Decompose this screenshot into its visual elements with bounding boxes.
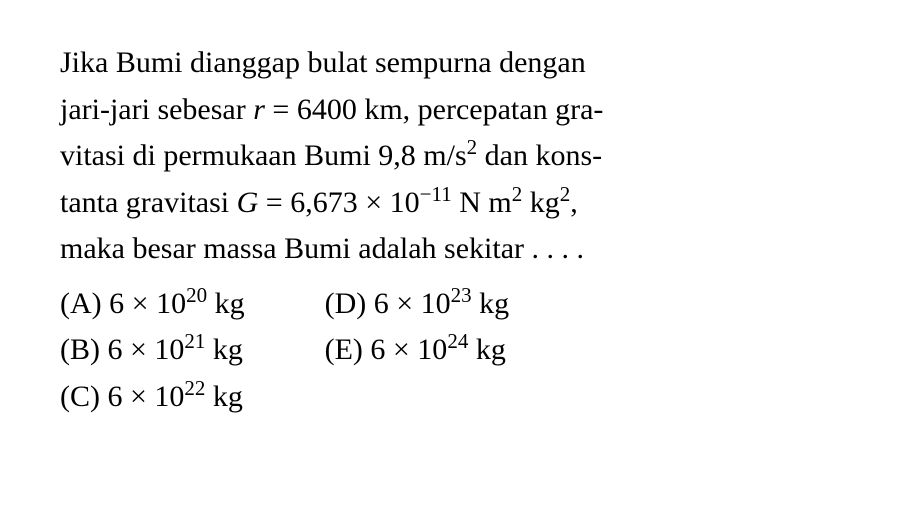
option-b: (B) 6 × 1021 kg	[60, 327, 245, 374]
text-line-3a: vitasi di permukaan Bumi 9,8 m/s	[60, 139, 467, 172]
exp-2a: 2	[467, 135, 478, 159]
option-a-unit: kg	[207, 287, 245, 320]
option-d-label: (D) 6 × 10	[325, 287, 451, 320]
option-c-exp: 22	[184, 376, 205, 400]
exp-2c: 2	[560, 182, 571, 206]
option-e-exp: 24	[447, 329, 468, 353]
question-text: Jika Bumi dianggap bulat sempurna dengan…	[60, 40, 855, 273]
text-line-4b: = 6,673 × 10	[258, 186, 419, 219]
option-e: (E) 6 × 1024 kg	[325, 327, 510, 374]
option-b-label: (B) 6 × 10	[60, 333, 184, 366]
var-G: G	[237, 186, 259, 219]
text-line-4d: kg	[522, 186, 560, 219]
options-container: (A) 6 × 1020 kg (B) 6 × 1021 kg (C) 6 × …	[60, 281, 855, 421]
text-line-5: maka besar massa Bumi adalah sekitar . .…	[60, 232, 584, 265]
option-d: (D) 6 × 1023 kg	[325, 281, 510, 328]
exp-neg11: −11	[420, 182, 452, 206]
var-r: r	[253, 93, 265, 126]
text-line-2a: jari-jari sebesar	[60, 93, 253, 126]
options-right-column: (D) 6 × 1023 kg (E) 6 × 1024 kg	[325, 281, 510, 421]
text-line-4e: ,	[570, 186, 578, 219]
text-line-4c: N m	[452, 186, 512, 219]
options-left-column: (A) 6 × 1020 kg (B) 6 × 1021 kg (C) 6 × …	[60, 281, 245, 421]
option-a: (A) 6 × 1020 kg	[60, 281, 245, 328]
option-b-exp: 21	[184, 329, 205, 353]
option-a-label: (A) 6 × 10	[60, 287, 186, 320]
text-line-2b: = 6400 km, percepatan gra-	[265, 93, 603, 126]
exp-2b: 2	[512, 182, 523, 206]
text-line-4a: tanta gravitasi	[60, 186, 237, 219]
option-e-unit: kg	[468, 333, 506, 366]
option-c: (C) 6 × 1022 kg	[60, 374, 245, 421]
text-line-1: Jika Bumi dianggap bulat sempurna dengan	[60, 46, 586, 79]
option-c-unit: kg	[205, 380, 243, 413]
option-e-label: (E) 6 × 10	[325, 333, 448, 366]
option-d-exp: 23	[451, 283, 472, 307]
option-c-label: (C) 6 × 10	[60, 380, 184, 413]
text-line-3b: dan kons-	[477, 139, 602, 172]
option-a-exp: 20	[186, 283, 207, 307]
option-d-unit: kg	[472, 287, 510, 320]
option-b-unit: kg	[205, 333, 243, 366]
